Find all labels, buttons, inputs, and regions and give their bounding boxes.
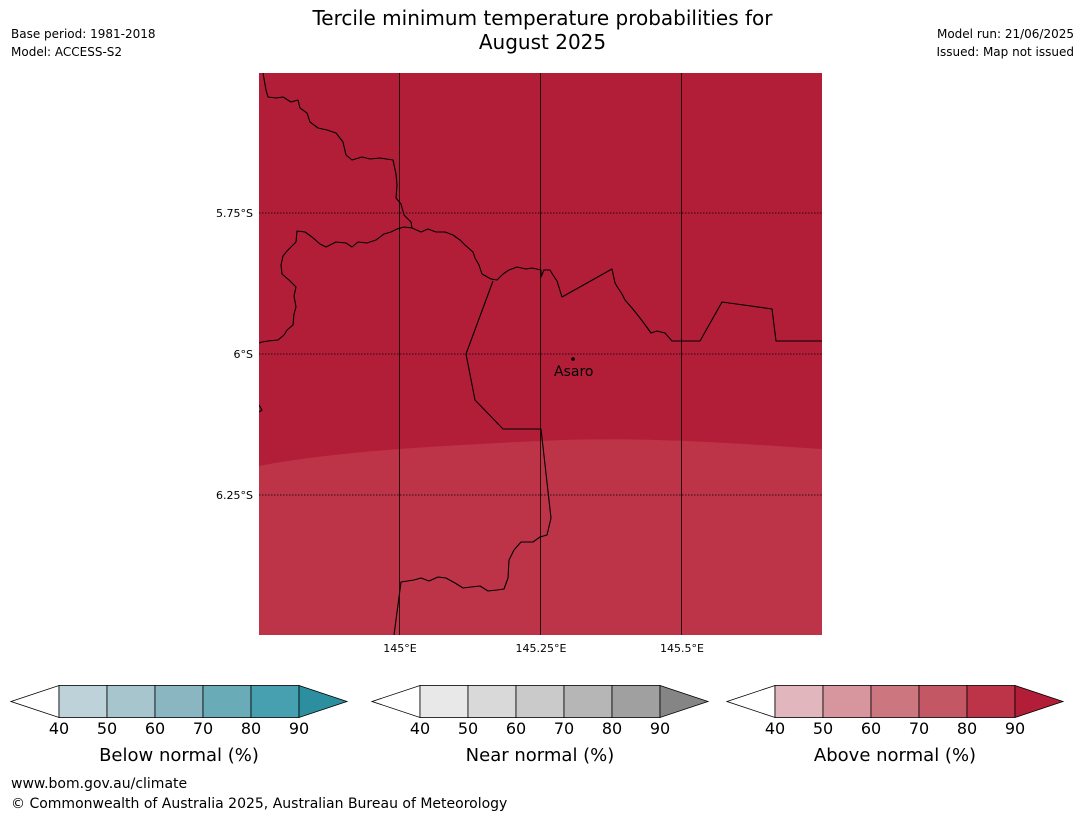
colorbar-below-graphic: [10, 684, 349, 719]
colorbar-tick-label: 80: [956, 719, 978, 738]
header-meta-left: Base period: 1981-2018 Model: ACCESS-S2: [11, 25, 156, 61]
province-borders: [259, 73, 822, 635]
colorbar-segment: [822, 685, 872, 718]
colorbar-segment: [58, 685, 108, 718]
border-south: [393, 280, 552, 635]
colorbar-tick-label: 90: [288, 719, 310, 738]
colorbar-above-graphic: [726, 684, 1065, 719]
border-west-notch: [259, 404, 263, 413]
border-west-upper: [259, 73, 413, 344]
colorbar-title: Above normal (%): [813, 745, 977, 766]
colorbar-segment: [611, 685, 661, 718]
map-title: Tercile minimum temperature probabilitie…: [0, 6, 1085, 54]
colorbar-extend-high: [298, 684, 349, 719]
town-marker[interactable]: [571, 357, 575, 361]
colorbar-extend-high: [659, 684, 710, 719]
colorbar-tick-label: 90: [1004, 719, 1026, 738]
colorbar-segment: [918, 685, 968, 718]
colorbar-segment: [774, 685, 824, 718]
colorbar-segment: [563, 685, 613, 718]
colorbar-segment: [154, 685, 204, 718]
lat-tick-label: 6.25°S: [216, 489, 253, 502]
model-run-text: Model run: 21/06/2025: [936, 27, 1074, 41]
map-area: [259, 73, 822, 635]
colorbar-tick-label: 70: [192, 719, 214, 738]
colorbar-segment: [250, 685, 300, 718]
colorbar-tick-label: 60: [144, 719, 166, 738]
colorbar-tick-label: 50: [96, 719, 118, 738]
colorbar-tick-label: 70: [908, 719, 930, 738]
colorbar-segment: [870, 685, 920, 718]
colorbar-tick-label: 50: [457, 719, 479, 738]
colorbar-tick-label: 80: [240, 719, 262, 738]
colorbar-tick-label: 80: [601, 719, 623, 738]
colorbar-title: Below normal (%): [99, 745, 259, 766]
footer-url[interactable]: www.bom.gov.au/climate: [11, 776, 188, 792]
colorbar-segment: [106, 685, 156, 718]
header-meta-right: Model run: 21/06/2025 Issued: Map not is…: [936, 25, 1074, 61]
footer-copyright: © Commonwealth of Australia 2025, Austra…: [11, 796, 508, 812]
colorbar-tick-label: 60: [860, 719, 882, 738]
lon-tick-label: 145.5°E: [660, 642, 704, 655]
colorbar-extend-high: [1014, 684, 1065, 719]
model-text: Model: ACCESS-S2: [11, 45, 123, 59]
gridlines: [259, 73, 822, 635]
colorbar-tick-label: 70: [553, 719, 575, 738]
lon-tick-label: 145°E: [383, 642, 417, 655]
lat-tick-label: 6°S: [233, 348, 253, 361]
border-central: [411, 227, 822, 342]
colorbar-tick-label: 40: [409, 719, 431, 738]
colorbar-near-graphic: [371, 684, 710, 719]
lon-tick-label: 145.25°E: [515, 642, 567, 655]
title-line-2: August 2025: [478, 30, 607, 54]
lat-tick-label: 5.75°S: [216, 207, 253, 220]
town-label: Asaro: [554, 364, 594, 380]
colorbar-extend-low: [726, 684, 776, 719]
colorbar-tick-label: 60: [505, 719, 527, 738]
colorbar-extend-low: [10, 684, 60, 719]
colorbar-tick-label: 40: [48, 719, 70, 738]
colorbar-title: Near normal (%): [465, 745, 615, 766]
colorbar-segment: [966, 685, 1016, 718]
colorbar-tick-label: 40: [764, 719, 786, 738]
colorbar-segment: [515, 685, 565, 718]
base-period-text: Base period: 1981-2018: [11, 27, 156, 41]
colorbar-segment: [202, 685, 252, 718]
colorbar-extend-low: [371, 684, 421, 719]
colorbar-tick-label: 50: [812, 719, 834, 738]
issued-text: Issued: Map not issued: [936, 45, 1074, 59]
title-line-1: Tercile minimum temperature probabilitie…: [312, 6, 773, 30]
colorbar-segment: [419, 685, 469, 718]
colorbar-segment: [467, 685, 517, 718]
colorbar-tick-label: 90: [649, 719, 671, 738]
